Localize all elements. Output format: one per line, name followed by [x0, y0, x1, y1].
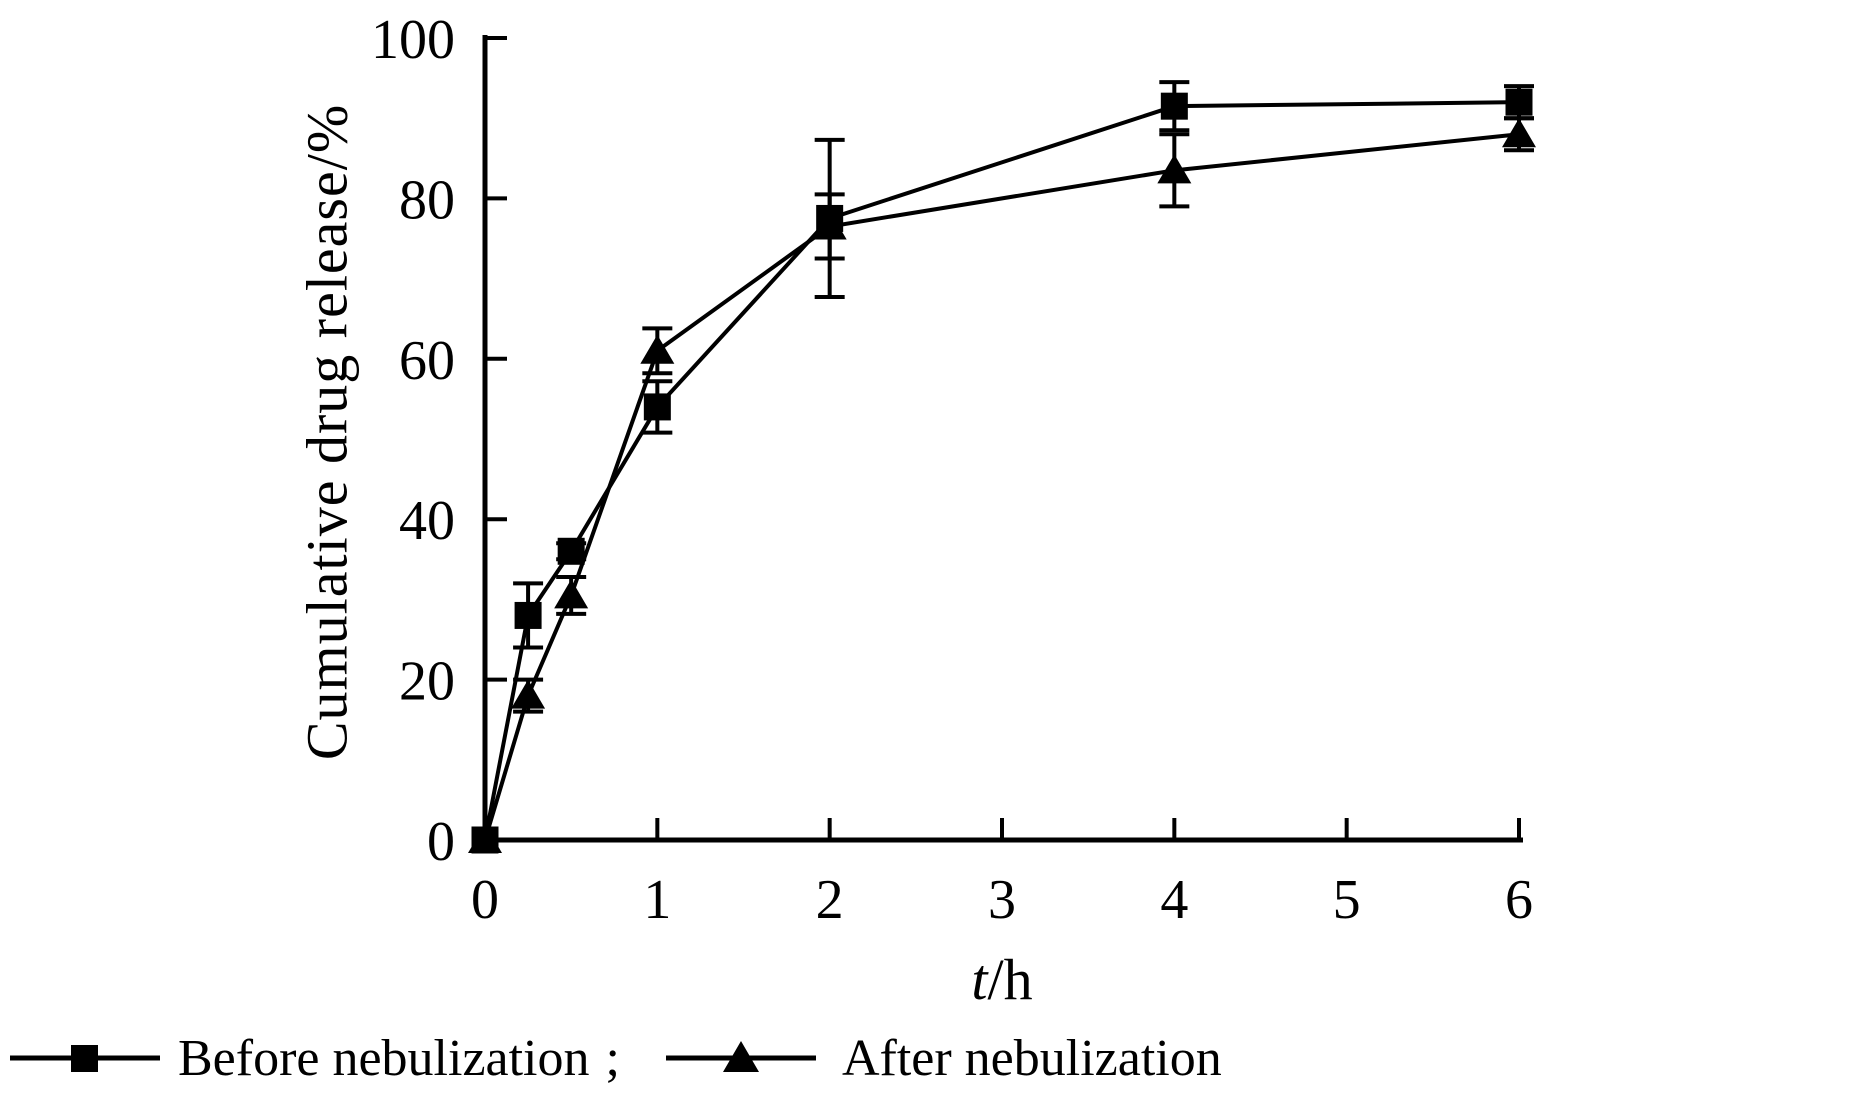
marker-square-before-nebulization: [643, 393, 671, 421]
marker-square-before-nebulization: [816, 204, 844, 232]
marker-square-before-nebulization: [1160, 92, 1188, 120]
marker-square-before-nebulization: [471, 826, 499, 854]
legend-label-before: Before nebulization: [178, 1029, 590, 1087]
legend-symbol-after: [665, 1026, 816, 1090]
y-axis-title: Cumulative drug release/%: [294, 103, 360, 761]
marker-square-before-nebulization: [557, 537, 585, 565]
marker-triangle-after-nebulization: [640, 334, 675, 364]
x-tick-label: 5: [1333, 869, 1361, 931]
y-tick-label: 20: [399, 651, 455, 713]
marker-triangle-after-nebulization: [1502, 118, 1536, 148]
marker-triangle-after-nebulization: [511, 679, 546, 709]
x-axis-title-unit: /h: [987, 947, 1033, 1012]
x-tick-label: 0: [471, 869, 499, 931]
y-tick-label: 80: [399, 169, 455, 231]
x-axis-title-variable: t: [971, 947, 988, 1012]
triangle-marker-icon: [665, 1041, 816, 1072]
x-tick-label: 1: [643, 869, 671, 931]
x-tick-label: 4: [1160, 869, 1188, 931]
legend-separator: ;: [605, 1029, 620, 1087]
x-tick-label: 3: [988, 869, 1016, 931]
marker-square-before-nebulization: [1505, 88, 1533, 116]
x-tick-label: 2: [816, 869, 844, 931]
y-tick-label: 60: [399, 330, 455, 392]
legend: Before nebulization ; After nebulization: [10, 1026, 1222, 1090]
y-tick-label: 40: [399, 490, 455, 552]
x-axis-title: t/h: [971, 946, 1032, 1013]
y-tick-label: 100: [371, 9, 455, 71]
legend-symbol-before: [10, 1026, 160, 1090]
y-tick-label: 0: [427, 811, 455, 873]
marker-triangle-after-nebulization: [554, 579, 589, 609]
square-marker-icon: [10, 1045, 160, 1072]
marker-square-before-nebulization: [514, 601, 542, 629]
marker-triangle-after-nebulization: [1157, 154, 1192, 184]
series-line-after-nebulization: [483, 132, 1520, 841]
series-line-before-nebulization: [483, 100, 1520, 841]
x-tick-label: 6: [1505, 869, 1533, 931]
legend-label-after: After nebulization: [841, 1029, 1222, 1087]
